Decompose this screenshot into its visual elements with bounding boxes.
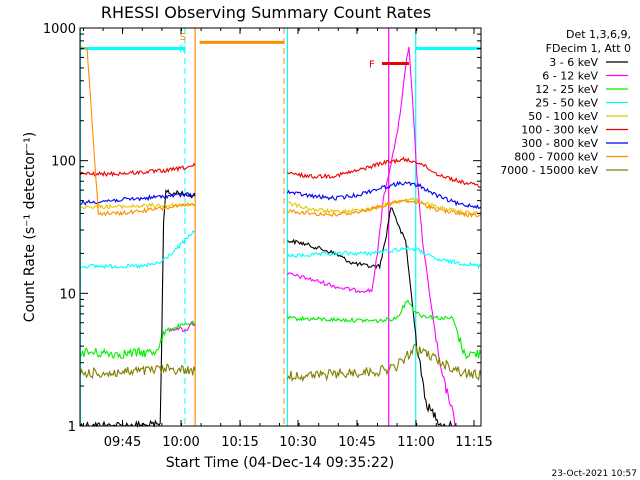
y-tick-label-0: 1	[68, 420, 76, 435]
series-800-7000-kev-segment-0	[79, 46, 196, 217]
chart-title: RHESSI Observing Summary Count Rates	[101, 3, 431, 22]
series-300-800-kev-segment-1	[286, 180, 482, 210]
footer-timestamp: 23-Oct-2021 10:57	[552, 469, 637, 479]
series-12-25-kev-segment-0	[79, 319, 196, 360]
plot-frame	[79, 27, 482, 427]
legend-title-line-1: FDecim 1, Att 0	[546, 42, 631, 55]
legend-label-25-50-kev: 25 - 50 keV	[535, 97, 598, 110]
legend-label-12-25-kev: 12 - 25 keV	[535, 83, 598, 96]
x-tick-label-6: 11:15	[455, 435, 492, 450]
y-axis-label: Count Rate (s⁻¹ detector⁻¹)	[22, 132, 38, 322]
legend-label-300-800-kev: 300 - 800 keV	[521, 137, 598, 150]
x-tick-label-4: 10:45	[338, 435, 375, 450]
legend-label-3-6-kev: 3 - 6 keV	[549, 56, 598, 69]
series-25-50-kev-segment-0	[80, 229, 196, 270]
series-6-12-kev-segment-0	[168, 320, 196, 333]
series-3-6-kev-segment-1	[287, 207, 453, 427]
y-tick-label-1: 10	[59, 287, 76, 302]
annotation-f: F	[369, 60, 375, 71]
series-50-100-kev-segment-0	[80, 202, 196, 211]
legend-label-7000-15000-kev: 7000 - 15000 keV	[500, 164, 598, 177]
series-100-300-kev-segment-0	[79, 162, 196, 178]
series-300-800-kev-segment-0	[80, 191, 196, 206]
legend-label-100-300-kev: 100 - 300 keV	[521, 124, 598, 137]
series-25-50-kev-segment-1	[286, 244, 482, 270]
legend-label-800-7000-kev: 800 - 7000 keV	[514, 151, 598, 164]
annotation-n: N	[179, 45, 186, 56]
x-tick-label-0: 09:45	[104, 435, 141, 450]
y-tick-label-2: 100	[51, 155, 76, 170]
x-tick-label-3: 10:30	[279, 435, 316, 450]
annotation-s: S	[180, 32, 186, 43]
legend-title-line-0: Det 1,3,6,9,	[566, 28, 631, 41]
axes: 09:45 10:00 10:15 10:30 10:45 11:00 11:15 1 10 10…	[43, 22, 493, 450]
series-100-300-kev-segment-1	[286, 156, 482, 189]
legend-label-6-12-kev: 6 - 12 keV	[542, 70, 598, 83]
series-800-7000-kev-segment-2	[287, 198, 482, 219]
series-7000-15000-kev-segment-1	[286, 343, 482, 383]
legend-label-50-100-kev: 50 - 100 keV	[528, 110, 598, 123]
series-3-6-kev-segment-0	[79, 188, 196, 429]
x-tick-label-1: 10:00	[162, 435, 199, 450]
x-tick-label-5: 11:00	[397, 435, 434, 450]
series-12-25-kev-segment-1	[286, 299, 482, 360]
series-6-12-kev-segment-1	[286, 46, 456, 427]
y-tick-label-3: 1000	[43, 22, 76, 37]
series-7000-15000-kev-segment-0	[79, 363, 196, 380]
x-tick-label-2: 10:15	[221, 435, 258, 450]
plot-area: SN F	[79, 28, 482, 429]
x-axis-label: Start Time (04-Dec-14 09:35:22)	[166, 455, 394, 471]
